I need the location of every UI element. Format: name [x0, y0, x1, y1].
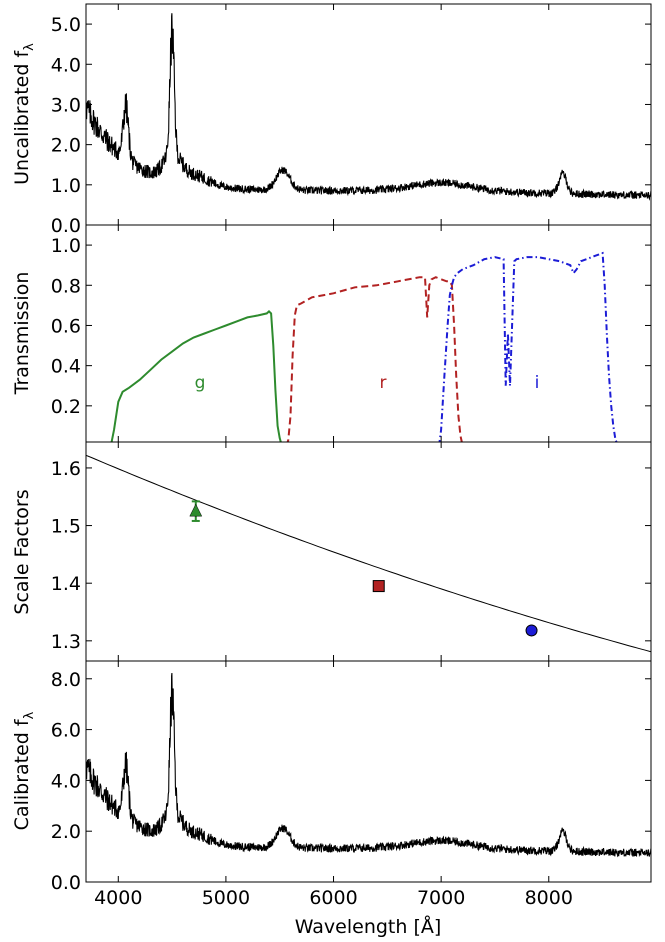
y-tick-label: 0.6	[51, 315, 81, 337]
plot-area	[86, 672, 651, 858]
y-tick-label: 8.0	[51, 669, 81, 691]
y-tick-label: 1.0	[51, 175, 81, 197]
y-tick-label: 1.6	[51, 458, 81, 480]
filter-curve-r	[286, 276, 463, 442]
filter-curve-g	[110, 310, 282, 442]
panel-uncalibrated-spectrum: 0.0 1.0 2.0 3.0 4.0 5.0 Uncalibrated fλ	[11, 3, 652, 237]
fit-curve	[86, 454, 651, 653]
y-axis-label: Uncalibrated fλ	[11, 43, 37, 185]
panel-frame	[85, 224, 652, 443]
y-tick-label: 1.0	[51, 235, 81, 257]
plot-content	[86, 672, 651, 858]
spectrum-line	[86, 672, 651, 858]
y-tick-label: 4.0	[51, 770, 81, 792]
x-tick-label: 5000	[202, 887, 250, 909]
y-tick-label: 1.4	[51, 573, 81, 595]
point-r	[372, 580, 385, 593]
filter-label-g: g	[195, 373, 206, 393]
y-ticks: 0.0 1.0 2.0 3.0 4.0 5.0	[51, 4, 651, 237]
plot-content	[86, 13, 651, 201]
x-axis-label: Wavelength [Å]	[295, 915, 442, 938]
y-tick-label: 6.0	[51, 720, 81, 742]
y-tick-label: 5.0	[51, 14, 81, 36]
x-tick-label: 6000	[309, 887, 357, 909]
panel-calibrated-spectrum: 0.0 2.0 4.0 6.0 8.0 4000 5000 6000 7000 8000 Cal…	[11, 660, 652, 938]
y-tick-label: 0.0	[51, 215, 81, 237]
panel-transmission: 0.2 0.4 0.6 0.8 1.0 g r i Transmission	[11, 224, 652, 443]
y-ticks: 0.2 0.4 0.6 0.8 1.0	[51, 225, 651, 442]
panel-scale-factors: 1.3 1.4 1.5 1.6 Scale Factors	[11, 441, 652, 662]
y-axis-label: Transmission	[11, 272, 33, 396]
y-tick-label: 3.0	[51, 94, 81, 116]
y-tick-label: 2.0	[51, 135, 81, 157]
y-tick-label: 1.5	[51, 516, 81, 538]
plot-content	[86, 454, 651, 653]
filter-curve-i	[438, 251, 618, 442]
panel-frame	[85, 441, 652, 662]
y-tick-label: 1.3	[51, 631, 81, 653]
y-tick-label: 0.4	[51, 356, 81, 378]
filter-label-r: r	[380, 373, 387, 393]
y-ticks: 1.3 1.4 1.5 1.6	[51, 442, 651, 661]
x-tick-label: 8000	[525, 887, 573, 909]
y-tick-label: 2.0	[51, 821, 81, 843]
y-tick-label: 0.2	[51, 396, 81, 418]
y-tick-label: 0.8	[51, 275, 81, 297]
plot-area	[86, 454, 651, 653]
spectrum-line	[86, 13, 651, 201]
y-axis-label: Scale Factors	[11, 489, 33, 614]
point-i	[525, 624, 538, 637]
y-tick-label: 0.0	[51, 872, 81, 894]
point-g	[189, 503, 203, 517]
plot-area	[86, 13, 651, 201]
y-tick-label: 4.0	[51, 54, 81, 76]
x-ticks: 4000 5000 6000 7000 8000	[94, 887, 573, 909]
x-tick-label: 4000	[94, 887, 142, 909]
filter-label-i: i	[535, 373, 540, 393]
plot-area	[110, 251, 618, 442]
y-ticks: 0.0 2.0 4.0 6.0 8.0	[51, 661, 651, 894]
y-axis-label: Calibrated fλ	[11, 711, 37, 830]
plot-content	[110, 251, 618, 442]
x-tick-label: 7000	[417, 887, 465, 909]
